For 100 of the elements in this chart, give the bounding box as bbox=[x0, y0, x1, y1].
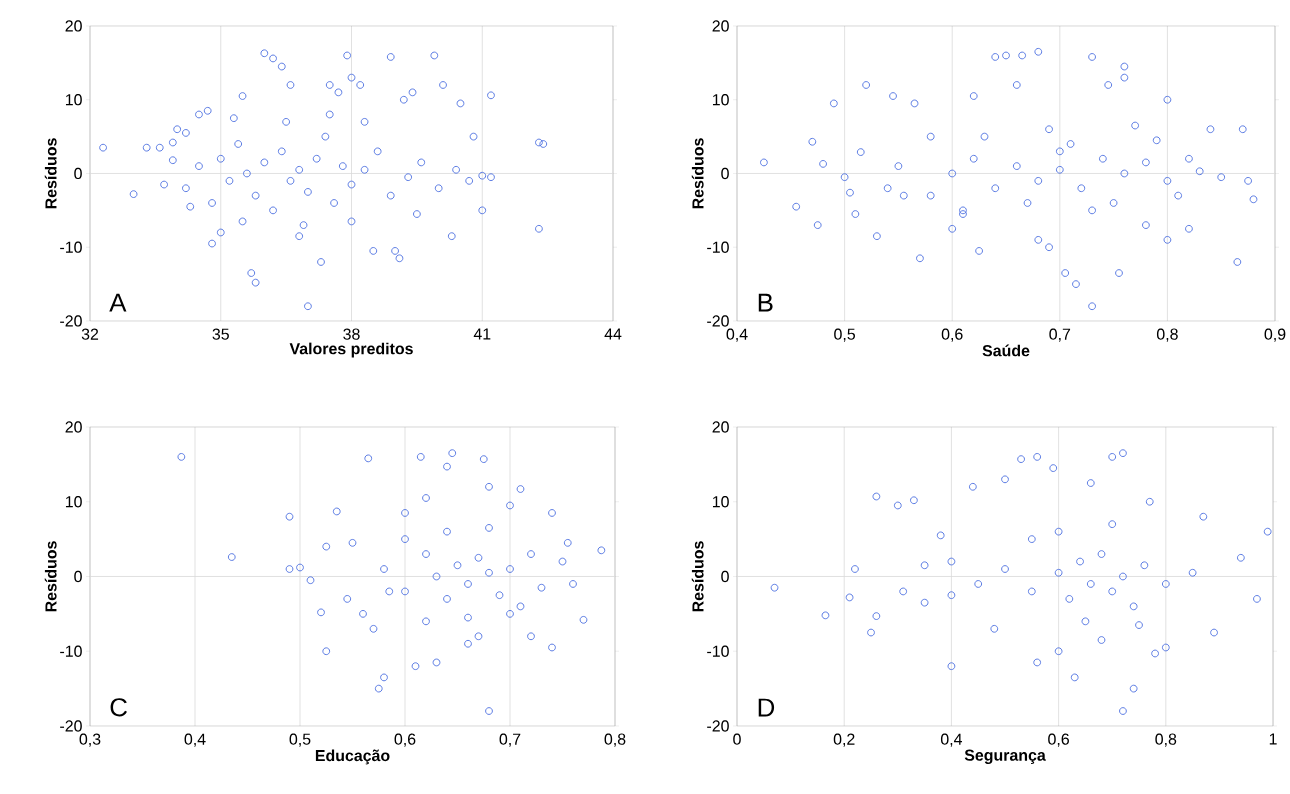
point bbox=[947, 591, 956, 600]
y-tick-label: -10 bbox=[60, 645, 82, 657]
point bbox=[401, 535, 409, 543]
x-tick-label: 0,6 bbox=[941, 328, 963, 342]
point bbox=[1188, 568, 1197, 577]
point bbox=[380, 565, 388, 573]
point bbox=[1065, 595, 1074, 603]
y-axis-title: Resíduos bbox=[691, 541, 704, 612]
point bbox=[1199, 512, 1208, 521]
x-tick-label: 1 bbox=[1269, 733, 1277, 745]
point bbox=[474, 632, 483, 641]
point bbox=[1076, 557, 1084, 566]
x-tick-label: 0,3 bbox=[79, 733, 101, 747]
point bbox=[296, 563, 304, 572]
y-tick-label: 0 bbox=[721, 570, 729, 583]
point bbox=[401, 509, 409, 517]
point bbox=[527, 550, 535, 558]
point bbox=[177, 453, 186, 461]
point bbox=[1086, 479, 1095, 487]
point bbox=[537, 583, 546, 592]
point bbox=[401, 587, 409, 596]
x-tick-label: 0,4 bbox=[940, 733, 963, 747]
point bbox=[516, 485, 525, 493]
point bbox=[1263, 527, 1272, 536]
x-tick-label: 0,8 bbox=[1156, 328, 1178, 342]
annotation: A bbox=[109, 293, 127, 312]
x-tick-label: 44 bbox=[604, 328, 622, 340]
point bbox=[872, 492, 881, 501]
point bbox=[1001, 475, 1009, 484]
point bbox=[1108, 587, 1117, 596]
point bbox=[563, 539, 572, 547]
point bbox=[527, 632, 535, 641]
point bbox=[548, 509, 556, 517]
point bbox=[443, 595, 451, 603]
y-tick-label: 10 bbox=[712, 94, 729, 106]
point bbox=[380, 673, 388, 682]
point bbox=[1033, 658, 1042, 667]
y-tick-label: 0 bbox=[721, 167, 729, 180]
y-axis-title: Resíduos bbox=[44, 138, 57, 209]
point bbox=[1108, 520, 1117, 529]
point bbox=[899, 587, 908, 596]
point bbox=[422, 550, 430, 558]
point bbox=[1140, 561, 1149, 570]
point bbox=[227, 553, 236, 561]
y-tick-label: -20 bbox=[60, 315, 82, 327]
point bbox=[558, 557, 567, 566]
point bbox=[479, 455, 488, 463]
point bbox=[910, 496, 918, 505]
y-tick-label: 20 bbox=[712, 20, 729, 32]
point bbox=[485, 707, 493, 715]
y-tick-label: -10 bbox=[707, 241, 729, 253]
x-tick-label: 0,4 bbox=[726, 328, 748, 342]
x-axis-title: Saúde bbox=[982, 344, 1030, 357]
point bbox=[974, 580, 983, 588]
point bbox=[597, 546, 606, 555]
x-axis-title: Valores preditos bbox=[289, 342, 413, 358]
point bbox=[947, 662, 956, 671]
point bbox=[359, 610, 367, 618]
point bbox=[432, 572, 441, 581]
y-tick-label: 10 bbox=[65, 496, 82, 508]
point bbox=[485, 482, 493, 491]
point bbox=[1033, 453, 1042, 461]
x-axis-title: Educação bbox=[315, 749, 390, 765]
point bbox=[947, 557, 956, 566]
point bbox=[1145, 497, 1154, 506]
y-tick-label: -10 bbox=[707, 645, 729, 657]
x-tick-label: 0,7 bbox=[499, 733, 521, 747]
point bbox=[516, 602, 525, 611]
x-tick-label: 0,5 bbox=[834, 328, 856, 342]
point bbox=[485, 524, 493, 532]
point bbox=[369, 624, 378, 633]
x-tick-label: 38 bbox=[343, 328, 360, 340]
y-tick-label: 10 bbox=[65, 94, 82, 106]
point bbox=[969, 482, 977, 491]
y-tick-label: 20 bbox=[65, 20, 82, 32]
point bbox=[1081, 617, 1090, 626]
point bbox=[1001, 565, 1009, 573]
point bbox=[1054, 568, 1063, 577]
point bbox=[920, 598, 929, 607]
x-tick-label: 0,4 bbox=[184, 733, 206, 747]
x-tick-label: 32 bbox=[81, 328, 99, 340]
y-tick-label: -10 bbox=[60, 241, 82, 253]
point bbox=[569, 580, 577, 588]
point bbox=[332, 507, 341, 516]
x-tick-label: 0,9 bbox=[1264, 328, 1286, 342]
point bbox=[485, 568, 493, 577]
point bbox=[1161, 580, 1170, 588]
y-tick-label: 0 bbox=[74, 167, 82, 180]
point bbox=[306, 576, 315, 585]
point bbox=[374, 684, 383, 693]
point bbox=[990, 624, 999, 633]
point bbox=[1135, 621, 1143, 629]
x-tick-label: 0,8 bbox=[1155, 733, 1177, 747]
point bbox=[322, 647, 331, 656]
y-tick-label: 20 bbox=[712, 421, 729, 433]
point bbox=[1129, 684, 1138, 693]
point bbox=[1049, 464, 1058, 472]
point bbox=[1119, 449, 1127, 457]
point bbox=[317, 608, 325, 617]
point bbox=[867, 628, 875, 637]
